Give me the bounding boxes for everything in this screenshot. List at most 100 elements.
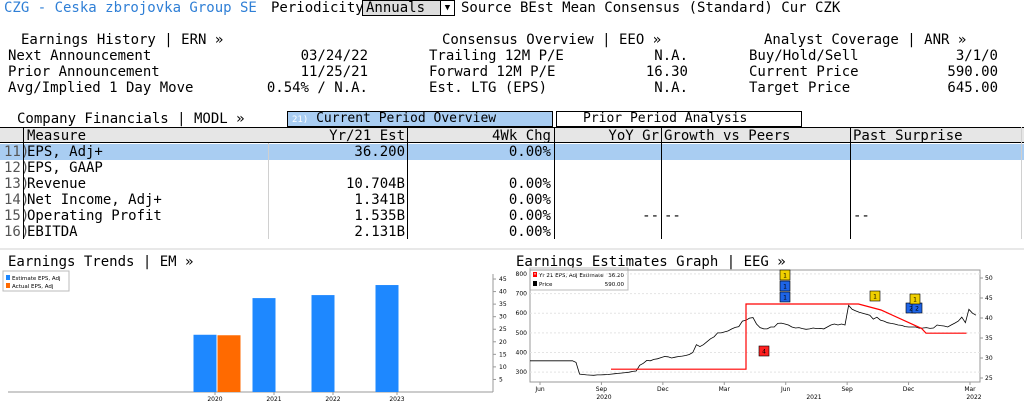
avg-move-value: 0.54% / N.A. <box>266 80 368 96</box>
table-row[interactable]: 14) Net Income, Adj+ 1.341B 0.00% <box>0 192 1024 208</box>
analyst-marker[interactable]: 1 <box>909 293 921 305</box>
y-tick-label: 15 <box>499 351 507 358</box>
tab-prior-period[interactable]: Prior Period Analysis (Yr/20) <box>556 111 802 140</box>
col-4wk-chg[interactable]: 4Wk Chg <box>491 128 551 144</box>
legend-swatch-actual <box>6 283 10 288</box>
y-tick-label: 20 <box>499 339 507 346</box>
y-right-tick-label: 35 <box>985 335 993 342</box>
earnings-estimates-chart: Yr 21 EPS, Adj Estimate 36.20 Price 590.… <box>516 267 993 401</box>
analyst-marker[interactable]: 1 <box>869 290 881 302</box>
x-year-label: 2022 <box>966 394 981 401</box>
analyst-marker[interactable]: 1 <box>779 280 791 292</box>
analyst-marker[interactable]: 1 <box>779 269 791 281</box>
analyst-marker-count: 1 <box>913 297 917 304</box>
cell-chg: 0.00% <box>508 224 551 240</box>
y-left-tick-label: 800 <box>516 271 528 278</box>
estimate-bar <box>193 334 217 392</box>
table-row[interactable]: 12) EPS, GAAP <box>0 160 1024 176</box>
legend-swatch-price <box>533 281 537 286</box>
cell-measure: Operating Profit <box>27 208 162 224</box>
est-ltg-value: N.A. <box>654 80 688 96</box>
security-title[interactable]: CZG - Ceska zbrojovka Group SE <box>4 0 257 16</box>
legend-eps-label: Yr 21 EPS, Adj Estimate <box>538 273 604 279</box>
column-divider <box>1021 127 1022 239</box>
x-tick-label: Sep <box>596 386 608 393</box>
analyst-marker[interactable]: 2 <box>911 302 923 314</box>
analyst-coverage-title[interactable]: Analyst Coverage | ANR » <box>764 32 967 48</box>
analyst-marker[interactable]: 4 <box>758 345 770 357</box>
legend-swatch-estimate <box>6 275 10 280</box>
row-number: 16) <box>4 224 30 240</box>
tab-current-period[interactable]: 21) Current Period Overview (Yr/21) <box>287 111 553 141</box>
cell-measure: Net Income, Adj+ <box>27 192 162 208</box>
target-price-value: 645.00 <box>947 80 998 96</box>
section-divider <box>0 248 1024 250</box>
cell-est: 1.535B <box>354 208 405 224</box>
row-number: 13) <box>4 176 30 192</box>
current-price-value: 590.00 <box>947 64 998 80</box>
cell-est: 1.341B <box>354 192 405 208</box>
y-left-tick-label: 700 <box>516 291 528 298</box>
row-number: 14) <box>4 192 30 208</box>
col-measure[interactable]: Measure <box>27 128 87 144</box>
periodicity-dropdown[interactable]: Annuals ▼ <box>362 0 455 16</box>
table-row[interactable]: 15) Operating Profit 1.535B 0.00% -- -- -- <box>0 208 1024 224</box>
row-number: 11) <box>4 144 30 160</box>
legend-swatch-eps <box>533 272 537 277</box>
col-yoy-gr[interactable]: YoY Gr <box>608 128 659 144</box>
current-price-label: Current Price <box>749 64 859 80</box>
cell-yoy: -- <box>642 208 659 224</box>
table-row[interactable]: 16) EBITDA 2.131B 0.00% <box>0 224 1024 240</box>
analyst-marker-count: 2 <box>915 306 919 313</box>
row-number: 12) <box>4 160 30 176</box>
cell-measure: EBITDA <box>27 224 78 240</box>
consensus-overview-title[interactable]: Consensus Overview | EEO » <box>442 32 662 48</box>
column-divider <box>661 127 662 239</box>
row-number: 15) <box>4 208 30 224</box>
x-tick-label: 2021 <box>266 396 281 402</box>
x-year-label: 2020 <box>596 394 611 401</box>
analyst-marker-count: 1 <box>783 295 787 302</box>
cell-measure: EPS, GAAP <box>27 160 103 176</box>
col-growth-vs-peers[interactable]: Growth vs Peers <box>664 128 791 144</box>
cell-chg: 0.00% <box>508 176 551 192</box>
analyst-marker[interactable]: 1 <box>779 291 791 303</box>
analyst-marker-count: 1 <box>783 284 787 291</box>
col-past-surprise[interactable]: Past Surprise <box>853 128 963 144</box>
y-tick-label: 30 <box>499 314 507 321</box>
col-yr21-est[interactable]: Yr/21 Est <box>329 128 405 144</box>
prior-announcement-value: 11/25/21 <box>300 64 368 80</box>
legend-price-label: Price <box>539 282 553 288</box>
estimate-bar <box>375 285 399 392</box>
earnings-trends-title[interactable]: Earnings Trends | EM » <box>8 254 194 270</box>
trends-legend <box>2 270 70 292</box>
legend-actual-label: Actual EPS, Adj <box>12 284 54 290</box>
chevron-down-icon[interactable]: ▼ <box>440 1 454 15</box>
y-right-tick-label: 50 <box>985 275 993 282</box>
next-announcement-label: Next Announcement <box>8 48 152 64</box>
table-row[interactable]: 13) Revenue 10.704B 0.00% <box>0 176 1024 192</box>
column-divider <box>407 127 408 239</box>
periodicity-label: Periodicity <box>271 0 364 16</box>
earnings-history-title[interactable]: Earnings History | ERN » <box>21 32 224 48</box>
x-tick-label: Mar <box>964 386 976 393</box>
cell-peers: -- <box>664 208 681 224</box>
earnings-graph-title[interactable]: Earnings Estimates Graph | EEG » <box>516 254 786 270</box>
y-tick-label: 5 <box>499 376 503 383</box>
x-tick-label: Jun <box>780 386 791 393</box>
estimate-bar <box>311 295 335 392</box>
table-header: Measure Yr/21 Est 4Wk Chg YoY Gr Growth … <box>0 127 1024 144</box>
legend-eps-value: 36.20 <box>608 273 624 279</box>
x-tick-label: 2022 <box>325 396 340 402</box>
x-tick-label: Jun <box>534 386 545 393</box>
buy-hold-sell-value: 3/1/0 <box>955 48 998 64</box>
trailing-pe-label: Trailing 12M P/E <box>429 48 564 64</box>
table-row[interactable]: 11) EPS, Adj+ 36.200 0.00% <box>0 144 1024 160</box>
cell-chg: 0.00% <box>508 192 551 208</box>
avg-move-label: Avg/Implied 1 Day Move <box>8 80 194 96</box>
y-tick-label: 10 <box>499 364 507 371</box>
company-financials-title[interactable]: Company Financials | MODL » <box>17 111 245 127</box>
column-divider <box>23 127 24 239</box>
y-right-tick-label: 25 <box>985 375 993 382</box>
y-left-tick-label: 400 <box>516 350 528 357</box>
